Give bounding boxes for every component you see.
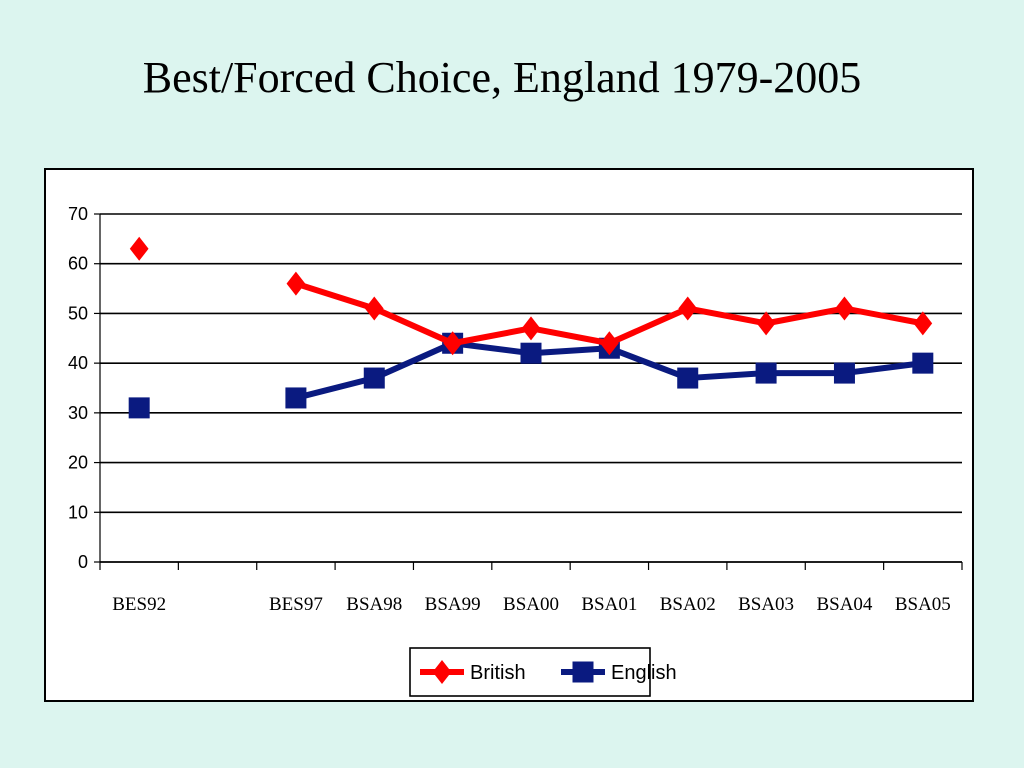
y-tick-label: 10: [68, 502, 88, 522]
data-point: [443, 331, 462, 356]
legend-marker: [572, 661, 594, 683]
data-point: [521, 316, 541, 341]
y-tick-label: 60: [68, 254, 88, 274]
data-point: [835, 296, 854, 321]
series-english: [128, 332, 934, 419]
legend-item-british: British: [420, 660, 526, 684]
y-tick-label: 30: [68, 403, 88, 423]
data-point: [364, 296, 384, 321]
x-tick-label: BSA02: [660, 594, 716, 615]
slide-title: Best/Forced Choice, England 1979-2005: [142, 53, 862, 102]
y-tick-label: 0: [78, 552, 88, 572]
chart-frame: 0 10 20 30 40 50 60 70 BES92 BES97 BSA98 BSA99 BSA00…: [44, 168, 974, 702]
x-tick-label: BSA04: [816, 594, 872, 615]
y-tick-label: 40: [68, 353, 88, 373]
data-point: [833, 362, 855, 384]
legend-label: English: [611, 662, 677, 684]
x-tick-label: BSA00: [503, 594, 559, 615]
x-tick-label: BSA99: [425, 594, 481, 615]
x-tick-label: BSA98: [346, 594, 402, 615]
data-point: [286, 271, 306, 296]
data-point: [678, 296, 698, 321]
x-tick-label: BES92: [112, 594, 166, 615]
x-tick-label: BSA01: [581, 594, 637, 615]
data-point: [677, 367, 699, 389]
data-point: [129, 236, 149, 261]
data-point: [520, 342, 542, 364]
axes: 0 10 20 30 40 50 60 70 BES92 BES97 BSA98 BSA99 BSA00…: [68, 204, 963, 615]
x-tick-label: BSA03: [738, 594, 794, 615]
line-chart: 0 10 20 30 40 50 60 70 BES92 BES97 BSA98 BSA99 BSA00…: [68, 204, 963, 697]
y-tick-label: 20: [68, 453, 88, 473]
y-tick-label: 70: [68, 204, 88, 224]
gridlines: [100, 213, 962, 563]
legend-item-english: English: [561, 661, 677, 684]
y-tick-label: 50: [68, 303, 88, 323]
data-point: [285, 387, 307, 409]
x-tick-label: BES97: [269, 594, 323, 615]
legend-label: British: [470, 662, 526, 684]
series-british: [129, 236, 933, 356]
legend-marker: [432, 660, 452, 684]
data-point: [912, 352, 934, 374]
data-point: [363, 367, 385, 389]
data-point: [913, 311, 933, 336]
x-tick-label: BSA05: [895, 594, 951, 615]
data-point: [756, 311, 776, 336]
data-point: [755, 362, 777, 384]
data-point: [128, 397, 150, 419]
data-point: [600, 331, 619, 356]
legend: British English: [409, 647, 677, 697]
